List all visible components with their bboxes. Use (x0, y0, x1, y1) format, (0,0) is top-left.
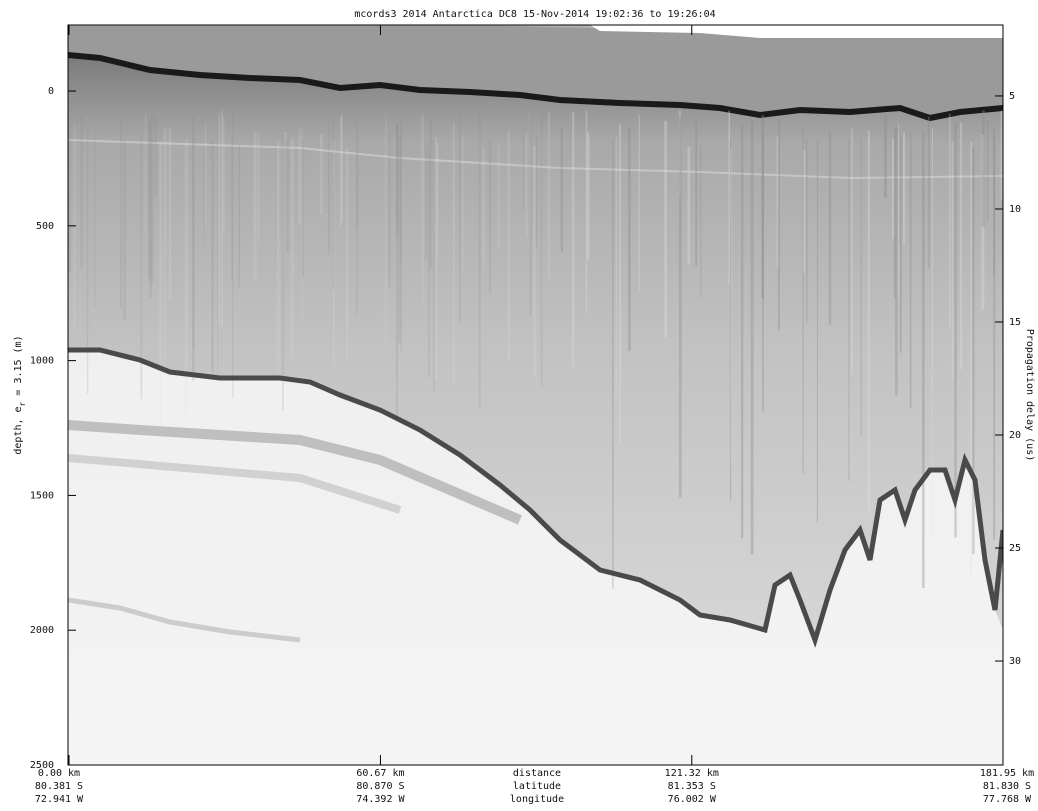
y-axis-label: depth, er = 3.15 (m) (13, 335, 27, 454)
y2-tick-label: 25 (1009, 543, 1021, 554)
longitude-label: 72.941 W (35, 794, 84, 805)
longitude-label: 77.768 W (983, 794, 1032, 805)
x-row-label: latitude (513, 781, 561, 792)
latitude-label: 80.381 S (35, 781, 83, 792)
y2-tick-label: 5 (1009, 91, 1015, 102)
y2-tick-label: 15 (1009, 317, 1021, 328)
longitude-label: 76.002 W (668, 794, 717, 805)
y-tick-label: 2000 (30, 625, 54, 636)
y-tick-label: 2500 (30, 760, 54, 771)
y-tick-label: 0 (48, 86, 54, 97)
latitude-label: 80.870 S (356, 781, 404, 792)
y-tick-label: 1000 (30, 356, 54, 367)
x-row-label: distance (513, 768, 561, 779)
latitude-label: 81.830 S (983, 781, 1031, 792)
y2-tick-label: 30 (1009, 656, 1021, 667)
chart-title: mcords3 2014 Antarctica DC8 15-Nov-2014 … (354, 9, 715, 20)
latitude-label: 81.353 S (668, 781, 716, 792)
longitude-label: 74.392 W (356, 794, 405, 805)
y2-tick-label: 10 (1009, 204, 1021, 215)
plot-frame (67, 24, 1004, 766)
x-row-label: longitude (510, 794, 564, 805)
y2-tick-label: 20 (1009, 430, 1021, 441)
x-tick-label: 181.95 km (980, 768, 1034, 779)
y-tick-label: 500 (36, 221, 54, 232)
x-tick-label: 60.67 km (356, 768, 404, 779)
y2-axis-label: Propagation delay (us) (1024, 329, 1035, 461)
echogram-image (68, 25, 1003, 765)
y-tick-label: 1500 (30, 490, 54, 501)
x-tick-label: 0.00 km (38, 768, 80, 779)
x-tick-label: 121.32 km (665, 768, 719, 779)
